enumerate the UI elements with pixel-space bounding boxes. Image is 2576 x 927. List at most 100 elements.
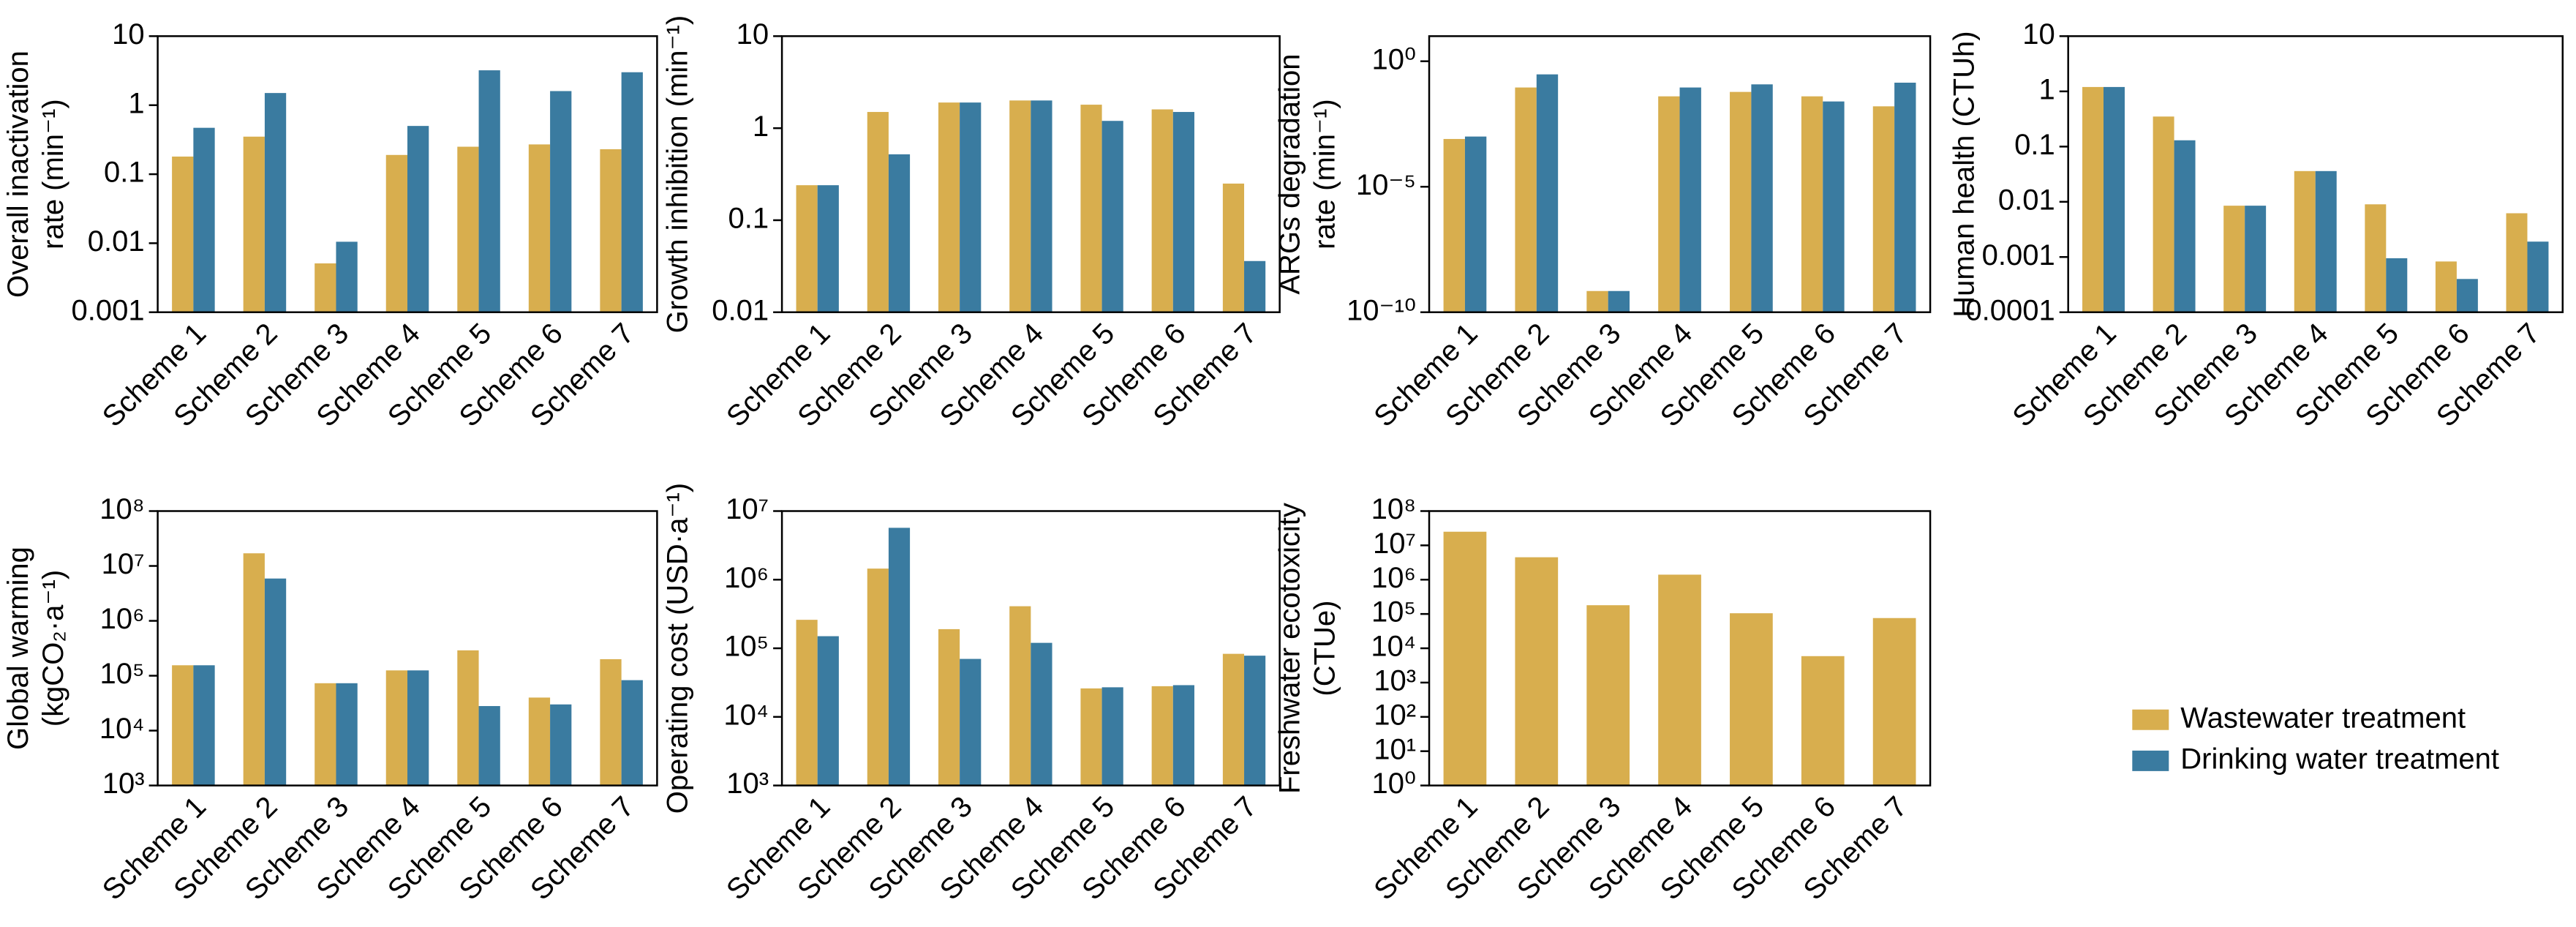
bar	[2315, 170, 2337, 312]
y-tick-label: 10	[737, 18, 769, 50]
y-tick-label: 10⁶	[100, 603, 145, 635]
bar	[1586, 290, 1608, 312]
bar	[1443, 138, 1465, 312]
bar	[1872, 618, 1916, 786]
bar	[960, 658, 982, 786]
bar	[457, 650, 479, 786]
bar	[2386, 258, 2408, 312]
bar	[243, 136, 265, 312]
y-tick-label: 10⁻¹⁰	[1347, 294, 1416, 326]
bar	[817, 636, 839, 786]
bar	[172, 156, 194, 312]
bar	[2104, 86, 2125, 312]
bar	[1894, 83, 1916, 312]
legend-label: Wastewater treatment	[2180, 702, 2466, 734]
y-axis-label: Operating cost (USD·a⁻¹)	[662, 483, 694, 814]
y-tick-label: 10²	[1374, 699, 1416, 731]
bar	[1244, 260, 1266, 312]
bar	[1823, 101, 1845, 312]
bar	[264, 578, 287, 786]
y-tick-label: 0.001	[72, 294, 145, 326]
bar	[1536, 74, 1559, 312]
bar	[1443, 531, 1487, 786]
bar	[1730, 613, 1773, 786]
y-tick-label: 10⁵	[724, 631, 769, 663]
bar	[1658, 574, 1701, 786]
y-tick-label: 10	[2022, 18, 2055, 50]
y-tick-label: 10⁴	[723, 699, 769, 731]
bar	[1730, 91, 1752, 312]
bar	[1151, 109, 1173, 312]
y-tick-label: 10⁶	[724, 562, 769, 594]
bar	[1515, 87, 1537, 312]
bar	[1801, 96, 1823, 312]
y-tick-label: 0.01	[712, 294, 769, 326]
y-tick-label: 10⁰	[1371, 43, 1416, 75]
y-axis-label: rate (min⁻¹)	[37, 99, 69, 249]
plot-frame	[157, 35, 658, 313]
y-tick-label: 10⁻⁵	[1356, 169, 1416, 201]
y-tick-label: 10⁷	[102, 548, 145, 580]
bar	[407, 670, 429, 786]
bar	[1222, 183, 1245, 312]
y-tick-label: 10⁴	[99, 713, 145, 745]
bar	[264, 93, 287, 312]
bar	[193, 127, 215, 312]
bar	[528, 697, 551, 786]
legend-label: Drinking water treatment	[2180, 743, 2499, 775]
y-tick-label: 10⁵	[100, 658, 145, 690]
bar	[1679, 87, 1701, 312]
plot-frame	[780, 510, 1281, 787]
bar	[243, 553, 265, 786]
y-tick-label: 1	[2038, 73, 2055, 105]
bar	[1801, 656, 1845, 786]
bar	[478, 70, 500, 312]
bar	[1172, 685, 1194, 786]
y-tick-label: 0.01	[1998, 184, 2055, 216]
y-axis-label: rate (min⁻¹)	[1309, 99, 1341, 249]
bar	[172, 665, 194, 786]
bar	[2527, 241, 2549, 312]
bar	[2153, 116, 2174, 312]
y-tick-label: 0.1	[2014, 129, 2055, 161]
y-tick-label: 10⁷	[1373, 528, 1416, 560]
plot-frame	[157, 510, 658, 787]
y-tick-label: 10⁶	[1371, 562, 1416, 594]
bar	[2456, 279, 2478, 312]
bar	[600, 658, 622, 786]
bar	[1031, 100, 1052, 312]
y-axis-label: Freshwater ecotoxicity	[1274, 503, 1306, 794]
bar	[1080, 105, 1102, 312]
bar	[867, 568, 889, 786]
bar	[796, 620, 818, 786]
y-tick-label: 10³	[1374, 664, 1416, 697]
plot-frame	[1428, 510, 1932, 787]
bar	[478, 706, 500, 786]
y-tick-label: 10	[112, 18, 145, 50]
bar	[817, 185, 839, 312]
bar	[385, 670, 408, 786]
bar	[938, 628, 960, 786]
bar	[1244, 656, 1266, 786]
bar	[2365, 204, 2387, 312]
y-axis-label: Human health (CTUh)	[1948, 31, 1980, 317]
bar	[315, 683, 336, 786]
bar	[1586, 605, 1630, 786]
bar	[2294, 170, 2316, 312]
legend-swatch	[2132, 709, 2169, 730]
bar	[888, 154, 911, 312]
y-axis-label: (CTUe)	[1309, 601, 1341, 697]
legend-swatch	[2132, 750, 2169, 771]
bar	[1751, 84, 1773, 312]
y-axis-label: Overall inactivation	[2, 50, 34, 298]
bar	[1464, 136, 1487, 312]
y-tick-label: 10⁴	[1371, 631, 1416, 663]
bar	[888, 528, 911, 786]
bar	[407, 126, 429, 312]
bar	[2082, 86, 2104, 312]
